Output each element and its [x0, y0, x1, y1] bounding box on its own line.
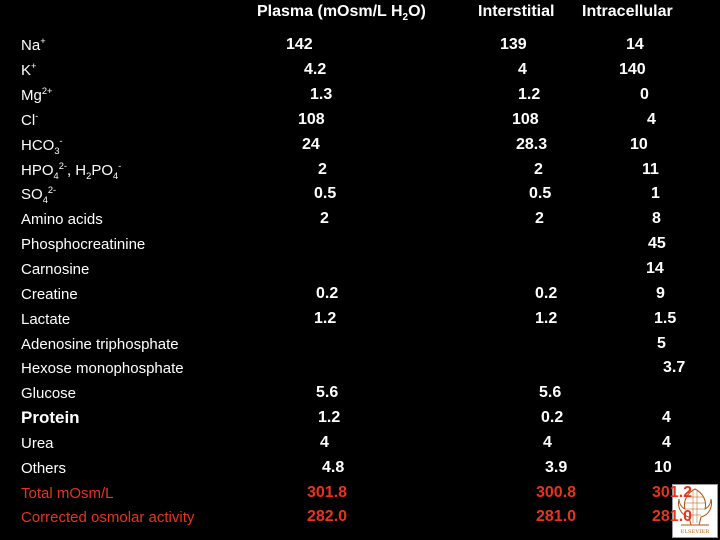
interstitial-value: 4: [543, 434, 552, 451]
intracellular-value: 4: [662, 409, 671, 426]
plasma-total: 301.8: [307, 484, 348, 501]
interstitial-value: 1.2: [535, 310, 558, 327]
intracellular-value: 4: [647, 111, 656, 128]
intracellular-value: 45: [648, 235, 666, 252]
intracellular-value: 9: [656, 285, 665, 302]
row-label-na: Na+: [21, 36, 46, 54]
interstitial-value: 0.5: [529, 185, 552, 202]
row-label-glucose: Glucose: [21, 385, 77, 402]
intracellular-value: 3.7: [663, 359, 686, 376]
plasma-value: 4.2: [304, 61, 327, 78]
plasma-value: 108: [298, 111, 325, 128]
interstitial-value: 3.9: [545, 459, 568, 476]
row-label-so4: SO42-: [21, 185, 57, 205]
row-label-corrected: Corrected osmolar activity: [21, 509, 195, 526]
interstitial-value: 1.2: [518, 86, 541, 103]
plasma-value: 1.3: [310, 86, 333, 103]
elsevier-logo: ELSEVIER: [672, 484, 718, 538]
interstitial-total: 300.8: [536, 484, 577, 501]
row-label-urea: Urea: [21, 435, 54, 452]
row-label-cl: Cl-: [21, 111, 39, 129]
elsevier-logo-text: ELSEVIER: [680, 529, 710, 535]
row-label-phosphate: HPO42-, H2PO4-: [21, 161, 122, 181]
row-label-creatine: Creatine: [21, 286, 78, 303]
intracellular-corrected: 281.0: [652, 508, 693, 525]
intracellular-value: 10: [630, 136, 648, 153]
interstitial-corrected: 281.0: [536, 508, 577, 525]
intracellular-value: 14: [646, 260, 664, 277]
intracellular-value: 1: [651, 185, 660, 202]
plasma-value: 1.2: [318, 409, 341, 426]
row-label-phosphocreatinine: Phosphocreatinine: [21, 236, 146, 253]
plasma-value: 0.5: [314, 185, 337, 202]
plasma-corrected: 282.0: [307, 508, 348, 525]
plasma-value: 4.8: [322, 459, 345, 476]
interstitial-value: 0.2: [541, 409, 564, 426]
plasma-value: 5.6: [316, 384, 339, 401]
interstitial-value: 0.2: [535, 285, 558, 302]
plasma-value: 4: [320, 434, 329, 451]
row-label-carnosine: Carnosine: [21, 261, 90, 278]
row-label-total: Total mOsm/L: [21, 485, 114, 502]
header-plasma: Plasma (mOsm/L H2O): [257, 3, 426, 24]
row-label-others: Others: [21, 460, 67, 477]
header-intracellular: Intracellular: [582, 3, 673, 20]
interstitial-value: 139: [500, 36, 527, 53]
row-label-hco3: HCO3-: [21, 136, 63, 156]
intracellular-total: 301.2: [652, 484, 693, 501]
plasma-value: 1.2: [314, 310, 337, 327]
interstitial-value: 2: [535, 210, 544, 227]
row-label-k: K+: [21, 61, 37, 79]
row-label-atp: Adenosine triphosphate: [21, 336, 179, 353]
interstitial-value: 2: [534, 161, 543, 178]
intracellular-value: 140: [619, 61, 646, 78]
plasma-value: 24: [302, 136, 320, 153]
intracellular-value: 10: [654, 459, 672, 476]
row-label-hexose: Hexose monophosphate: [21, 360, 184, 377]
intracellular-value: 0: [640, 86, 649, 103]
intracellular-value: 14: [626, 36, 644, 53]
intracellular-value: 11: [642, 161, 659, 178]
intracellular-value: 1.5: [654, 310, 677, 327]
interstitial-value: 5.6: [539, 384, 562, 401]
interstitial-value: 4: [518, 61, 527, 78]
row-label-mg: Mg2+: [21, 86, 53, 104]
row-label-lactate: Lactate: [21, 311, 71, 328]
interstitial-value: 28.3: [516, 136, 548, 153]
interstitial-value: 108: [512, 111, 539, 128]
intracellular-value: 4: [662, 434, 671, 451]
row-label-amino-acids: Amino acids: [21, 211, 103, 228]
plasma-value: 2: [320, 210, 329, 227]
plasma-value: 142: [286, 36, 313, 53]
row-label-protein: Protein: [21, 408, 80, 427]
plasma-value: 0.2: [316, 285, 339, 302]
header-interstitial: Interstitial: [478, 3, 555, 20]
intracellular-value: 8: [652, 210, 661, 227]
plasma-value: 2: [318, 161, 327, 178]
intracellular-value: 5: [657, 335, 666, 352]
